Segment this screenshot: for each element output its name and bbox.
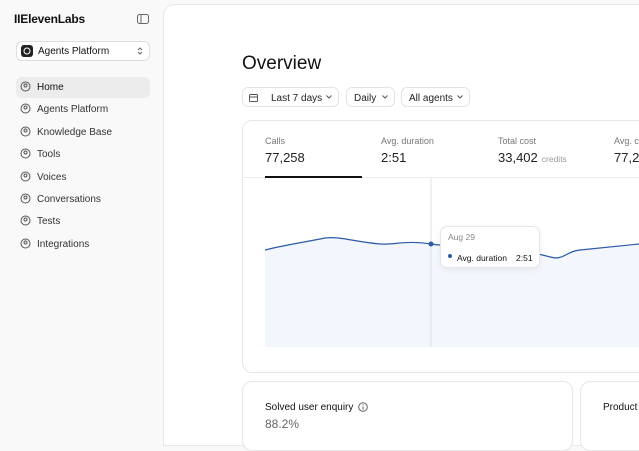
- hover-point: [428, 241, 434, 247]
- tooltip-date: Aug 29: [448, 232, 475, 242]
- nav-item[interactable]: Voices: [16, 167, 150, 188]
- active-tab-indicator: [265, 176, 362, 178]
- calendar-icon: [249, 94, 258, 102]
- nav-label: Agents Platform: [37, 104, 109, 116]
- screen: {"sidebar": {"logo": "IIElevenLabs", "wo…: [14, 4, 639, 451]
- chart: [264, 178, 639, 347]
- metric-value: 2:51: [381, 150, 406, 165]
- filter-label: Last 7 days: [271, 93, 323, 104]
- chevron: [382, 95, 388, 99]
- nav-item[interactable]: Conversations: [16, 189, 150, 210]
- metric-label: Avg. c: [614, 136, 639, 146]
- filter-button[interactable]: All agents: [401, 87, 470, 107]
- metric-number: 77,2: [614, 150, 639, 165]
- nav-icon: [20, 193, 31, 204]
- nav-icon: [20, 238, 31, 249]
- chevron: [137, 47, 143, 55]
- nav-label: Knowledge Base: [37, 126, 113, 138]
- area: [265, 237, 639, 347]
- tooltip-label: Avg. duration: [457, 253, 507, 263]
- filter-button[interactable]: Last 7 days: [242, 87, 339, 107]
- filter-button[interactable]: Daily: [346, 87, 395, 107]
- nav-item[interactable]: Agents Platform: [16, 99, 150, 120]
- nav-item[interactable]: Home: [16, 77, 150, 98]
- nav-icon: [20, 103, 31, 114]
- nav-item[interactable]: Integrations: [16, 234, 150, 255]
- metric-unit: credits: [541, 154, 567, 164]
- metric-number: 2:51: [381, 150, 407, 165]
- nav-label: Voices: [37, 171, 67, 183]
- card-value: 88.2%: [265, 417, 300, 431]
- divider: [243, 177, 639, 178]
- metric-label: Avg. duration: [381, 136, 434, 146]
- card-title: Solved user enquiry: [265, 402, 354, 413]
- metric-value: 77,258: [265, 150, 305, 165]
- metric-number: 33,402: [498, 150, 538, 165]
- info-icon[interactable]: [358, 402, 368, 412]
- logo: IIElevenLabs: [14, 12, 85, 26]
- card-title: Product: [603, 402, 638, 413]
- page: html, body { margin: 0; padding: 0; } bo…: [14, 4, 639, 451]
- nav-icon: [20, 81, 31, 92]
- nav-icon: [20, 126, 31, 137]
- tooltip-value: 2:51: [516, 253, 533, 263]
- nav-icon: [20, 171, 31, 182]
- nav-label: Integrations: [37, 238, 90, 250]
- stat-card: [580, 381, 639, 451]
- stat-card: [242, 381, 573, 451]
- metric-number: 77,258: [265, 150, 305, 165]
- filter-label: Daily: [354, 93, 377, 104]
- metric-label: Calls: [265, 136, 286, 146]
- metric-label: Total cost: [498, 136, 537, 146]
- metric-value: 77,2: [614, 150, 639, 165]
- filter-label: All agents: [409, 93, 453, 104]
- nav-label: Home: [37, 82, 64, 93]
- nav-item[interactable]: Tests: [16, 211, 150, 232]
- tooltip: Aug 29 Avg. duration 2:51: [440, 226, 540, 268]
- nav-icon: [20, 148, 31, 159]
- nav-label: Tests: [37, 216, 61, 228]
- nav-label: Tools: [37, 149, 61, 161]
- nav-icon: [20, 215, 31, 226]
- chevron: [326, 95, 332, 99]
- nav-label: Conversations: [37, 194, 101, 205]
- nav-item[interactable]: Tools: [16, 144, 150, 165]
- workspace-selector[interactable]: Agents Platform: [16, 41, 150, 61]
- nav-item[interactable]: Knowledge Base: [16, 122, 150, 143]
- metric-value: 33,402 credits: [498, 150, 567, 165]
- collapse-icon[interactable]: [137, 14, 149, 24]
- page-title: Overview: [242, 53, 322, 74]
- workspace-name: Agents Platform: [38, 46, 110, 57]
- tooltip-dot: [448, 254, 452, 258]
- chevron: [457, 95, 463, 99]
- workspace-icon: [21, 45, 33, 57]
